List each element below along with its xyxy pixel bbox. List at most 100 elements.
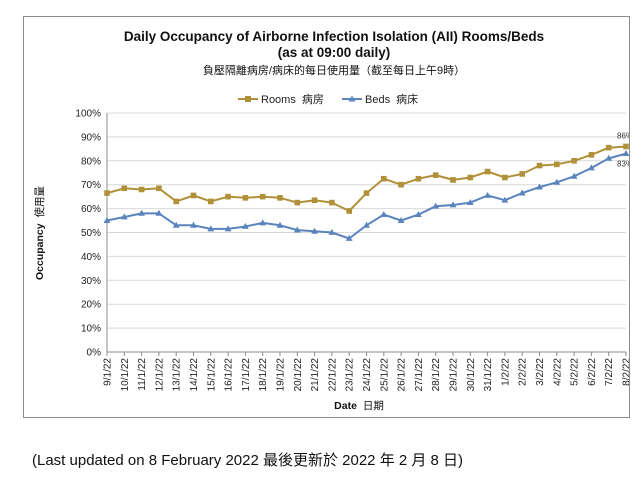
beds-data-point — [293, 226, 301, 233]
rooms-data-point — [588, 152, 595, 158]
beds-data-point — [397, 216, 405, 223]
x-tick-label: 15/1/22 — [206, 358, 217, 392]
y-tick-label: 70% — [81, 180, 101, 191]
beds-data-point — [518, 189, 526, 196]
x-tick-label: 18/1/22 — [258, 358, 269, 392]
rooms-data-point — [173, 198, 179, 205]
y-tick-label: 0% — [87, 348, 102, 359]
x-tick-label: 27/1/22 — [414, 358, 425, 392]
rooms-data-point — [554, 161, 560, 168]
last-updated-note: (Last updated on 8 February 2022 最後更新於 2… — [32, 452, 464, 469]
legend-beds-marker — [348, 95, 356, 102]
beds-data-point — [155, 209, 163, 216]
rooms-data-point — [623, 143, 629, 150]
rooms-series-line — [106, 145, 627, 212]
rooms-data-point — [138, 186, 145, 193]
beds-data-point — [190, 221, 197, 228]
beds-data-point — [259, 219, 267, 226]
rooms-data-point — [259, 193, 266, 200]
rooms-data-point — [519, 171, 525, 177]
x-tick-label: 21/1/22 — [310, 358, 321, 392]
y-tick-label: 40% — [81, 252, 101, 263]
gridlines — [106, 112, 626, 353]
chart-legend: Rooms 病房 Beds 病床 — [238, 92, 418, 106]
x-tick-label: 25/1/22 — [379, 358, 390, 392]
beds-data-point — [605, 154, 613, 161]
y-axis-label-zh: 使用量 — [33, 185, 46, 217]
x-tick-label: 29/1/22 — [449, 358, 460, 392]
rooms-data-point — [398, 181, 404, 188]
svg-text:Rooms 病房: Rooms 病房 — [261, 92, 324, 106]
beds-data-point — [536, 183, 543, 190]
y-tick-label: 50% — [81, 228, 101, 239]
chart-title: Daily Occupancy of Airborne Infection Is… — [124, 29, 544, 44]
x-tick-label: 4/2/22 — [552, 358, 563, 386]
legend-beds-label: Beds — [365, 94, 391, 106]
beds-data-point — [311, 227, 318, 234]
x-axis-label: Date 日期 — [334, 400, 384, 412]
rooms-data-point — [294, 199, 301, 206]
y-axis-label: Occupancy 使用量 — [33, 185, 46, 280]
x-tick-label: 13/1/22 — [172, 358, 183, 392]
x-tick-label: 11/1/22 — [137, 358, 148, 391]
beds-data-point — [432, 202, 440, 209]
y-tick-label: 60% — [81, 204, 101, 215]
svg-text:Beds 病床: Beds 病床 — [365, 92, 418, 106]
rooms-data-point — [121, 185, 128, 192]
beds-data-point — [120, 213, 128, 220]
rooms-data-point — [225, 193, 231, 200]
beds-data-point — [242, 222, 249, 229]
x-tick-label: 14/1/22 — [189, 358, 200, 392]
legend-rooms-label-zh: 病房 — [302, 92, 324, 106]
beds-data-point — [172, 221, 180, 228]
x-tick-label: 28/1/22 — [431, 358, 442, 392]
beds-data-point — [466, 199, 474, 206]
beds-data-point — [449, 201, 457, 208]
rooms-data-point — [329, 199, 335, 206]
x-axis-label-en: Date — [334, 400, 357, 412]
y-tick-label: 20% — [81, 300, 101, 311]
rooms-data-point — [208, 198, 214, 205]
rooms-data-point — [104, 190, 110, 196]
rooms-data-point — [363, 190, 370, 196]
x-tick-label: 23/1/22 — [345, 358, 356, 392]
chart-frame: Daily Occupancy of Airborne Infection Is… — [23, 16, 630, 418]
rooms-data-point — [484, 168, 491, 175]
rooms-data-point — [190, 192, 197, 199]
occupancy-line-chart: Daily Occupancy of Airborne Infection Is… — [33, 29, 630, 412]
rooms-data-point — [242, 195, 249, 201]
rooms-end-data-label: 86% — [617, 131, 629, 140]
chart-subtitle: 負壓隔離病房/病床的每日使用量（截至每日上午9時） — [203, 63, 465, 77]
chart-title-line2: (as at 09:00 daily) — [278, 45, 391, 60]
x-tick-label: 7/2/22 — [604, 358, 615, 386]
rooms-data-point — [311, 197, 318, 204]
rooms-data-point — [605, 144, 612, 151]
rooms-data-point — [156, 185, 162, 192]
beds-data-point — [484, 191, 491, 198]
beds-data-point — [415, 210, 422, 217]
beds-data-point — [380, 210, 388, 217]
series-layer: 86% 83% — [103, 131, 629, 241]
legend-rooms-marker — [245, 96, 251, 102]
x-tick-label: 30/1/22 — [466, 358, 477, 392]
x-tick-label: 19/1/22 — [276, 358, 287, 392]
x-axis-ticks: 9/1/22 10/1/22 11/1/22 12/1/22 13/1/22 14/1/2… — [103, 352, 630, 392]
x-tick-label: 8/2/22 — [622, 358, 630, 386]
x-tick-label: 5/2/22 — [570, 358, 581, 386]
x-axis-label-zh: 日期 — [363, 400, 384, 412]
beds-data-point — [363, 221, 370, 228]
rooms-data-point — [346, 208, 352, 214]
y-tick-label: 30% — [81, 276, 101, 287]
rooms-data-point — [571, 158, 577, 164]
y-tick-label: 90% — [81, 132, 101, 143]
x-tick-label: 12/1/22 — [154, 358, 165, 392]
beds-data-point — [570, 172, 578, 179]
beds-data-point — [207, 225, 215, 232]
y-axis-label-en: Occupancy — [34, 223, 46, 280]
x-tick-label: 22/1/22 — [327, 358, 338, 392]
beds-data-point — [328, 228, 336, 235]
beds-data-point — [501, 196, 509, 203]
x-tick-label: 17/1/22 — [241, 358, 252, 392]
y-axis-ticks: 0% 10% 20% 30% 40% 50% 60% 70% 80% 90% 100% — [75, 109, 101, 359]
y-tick-label: 10% — [81, 324, 101, 335]
